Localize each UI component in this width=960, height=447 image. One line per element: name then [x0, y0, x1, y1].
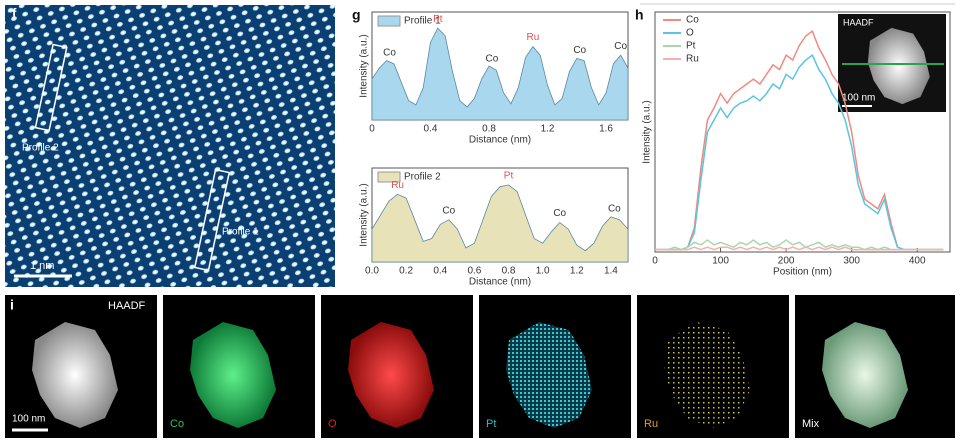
x-tick-label: 0.2 [399, 266, 413, 277]
x-tick-label: 0.8 [482, 124, 496, 135]
peak-label: Co [608, 204, 621, 215]
y-axis-label: Intensity (a.u.) [359, 183, 370, 246]
x-tick-label: 1.6 [599, 124, 613, 135]
area [371, 27, 629, 121]
scale-label: 1 nm [30, 260, 54, 272]
x-tick-label: 0.8 [502, 266, 516, 277]
x-tick-label: 1.4 [604, 266, 618, 277]
x-tick-label: 0 [652, 256, 658, 267]
map-label: O [328, 418, 337, 430]
scale-label: 100 nm [12, 414, 45, 425]
peak-label: Pt [504, 171, 514, 182]
y-axis-label: Intensity (a.u.) [642, 100, 653, 163]
legend-swatch [377, 15, 401, 27]
x-tick-label: 0.4 [433, 266, 447, 277]
scale-label: 100 nm [842, 93, 875, 104]
chart: 0 100 200 300 400 Position (nm) Intensity (a.u… [635, 7, 951, 278]
x-axis-label: Distance (nm) [469, 277, 531, 288]
legend-label: Pt [686, 41, 696, 52]
map-label: Pt [486, 418, 496, 430]
map-label: HAADF [108, 300, 146, 312]
legend-label: Co [686, 15, 699, 26]
area [371, 184, 629, 263]
legend-label: Ru [686, 54, 699, 65]
peak-label: Co [442, 205, 455, 216]
line [655, 246, 944, 251]
x-tick-label: 0 [369, 124, 375, 135]
lattice-image [5, 5, 335, 287]
x-tick-label: 100 [712, 256, 729, 267]
profile-box [34, 43, 68, 132]
profile-box [193, 168, 231, 272]
legend-label: Profile 2 [404, 172, 441, 183]
legend-swatch [377, 171, 401, 183]
peak-label: Pt [433, 14, 443, 25]
x-tick-label: 400 [909, 256, 926, 267]
x-tick-label: 0.0 [365, 266, 379, 277]
peak-label: Co [383, 48, 396, 59]
map-label: Co [170, 418, 184, 430]
x-tick-label: 1.0 [536, 266, 550, 277]
map-label: Ru [644, 418, 658, 430]
chart: 0.0 0.2 0.4 0.6 0.8 1.0 1.2 1.4 Distance (nm) Int… [359, 167, 629, 288]
line [655, 54, 944, 251]
peak-label: Ru [527, 32, 540, 43]
legend-label: O [686, 28, 694, 39]
panel-label: f [12, 5, 17, 20]
peak-label: Co [614, 41, 627, 52]
peak-label: Co [553, 208, 566, 219]
peak-label: Ru [391, 180, 404, 191]
x-axis-label: Distance (nm) [469, 135, 531, 146]
map-label: Mix [802, 418, 820, 430]
inset-title: HAADF [843, 17, 874, 27]
y-axis-label: Intensity (a.u.) [359, 34, 370, 97]
panel-f: f Profile 2 Profile 1 1 nm [5, 5, 335, 287]
x-tick-label: 1.2 [570, 266, 584, 277]
x-axis-label: Position (nm) [773, 267, 832, 278]
plot-frame [654, 11, 951, 253]
peak-label: Co [486, 53, 499, 64]
inset: HAADF 100 nm [838, 14, 946, 112]
panel-i: i HAADF Co O Pt Ru Mix 100 nm [5, 295, 955, 438]
x-tick-label: 0.4 [424, 124, 438, 135]
chart: 0 0.4 0.8 1.2 1.6 Distance (nm) Intensity (a.u… [352, 7, 629, 146]
profile-label: Profile 1 [222, 227, 259, 238]
panel-label: h [635, 7, 644, 23]
x-tick-label: 300 [843, 256, 860, 267]
x-tick-label: 200 [778, 256, 795, 267]
panel-label: i [10, 297, 14, 313]
peak-label: Co [573, 45, 586, 56]
legend-label: Profile 1 [404, 16, 441, 27]
x-tick-label: 1.2 [541, 124, 555, 135]
x-tick-label: 0.6 [467, 266, 481, 277]
panel-label: g [352, 7, 361, 23]
profile-label: Profile 2 [22, 143, 59, 154]
